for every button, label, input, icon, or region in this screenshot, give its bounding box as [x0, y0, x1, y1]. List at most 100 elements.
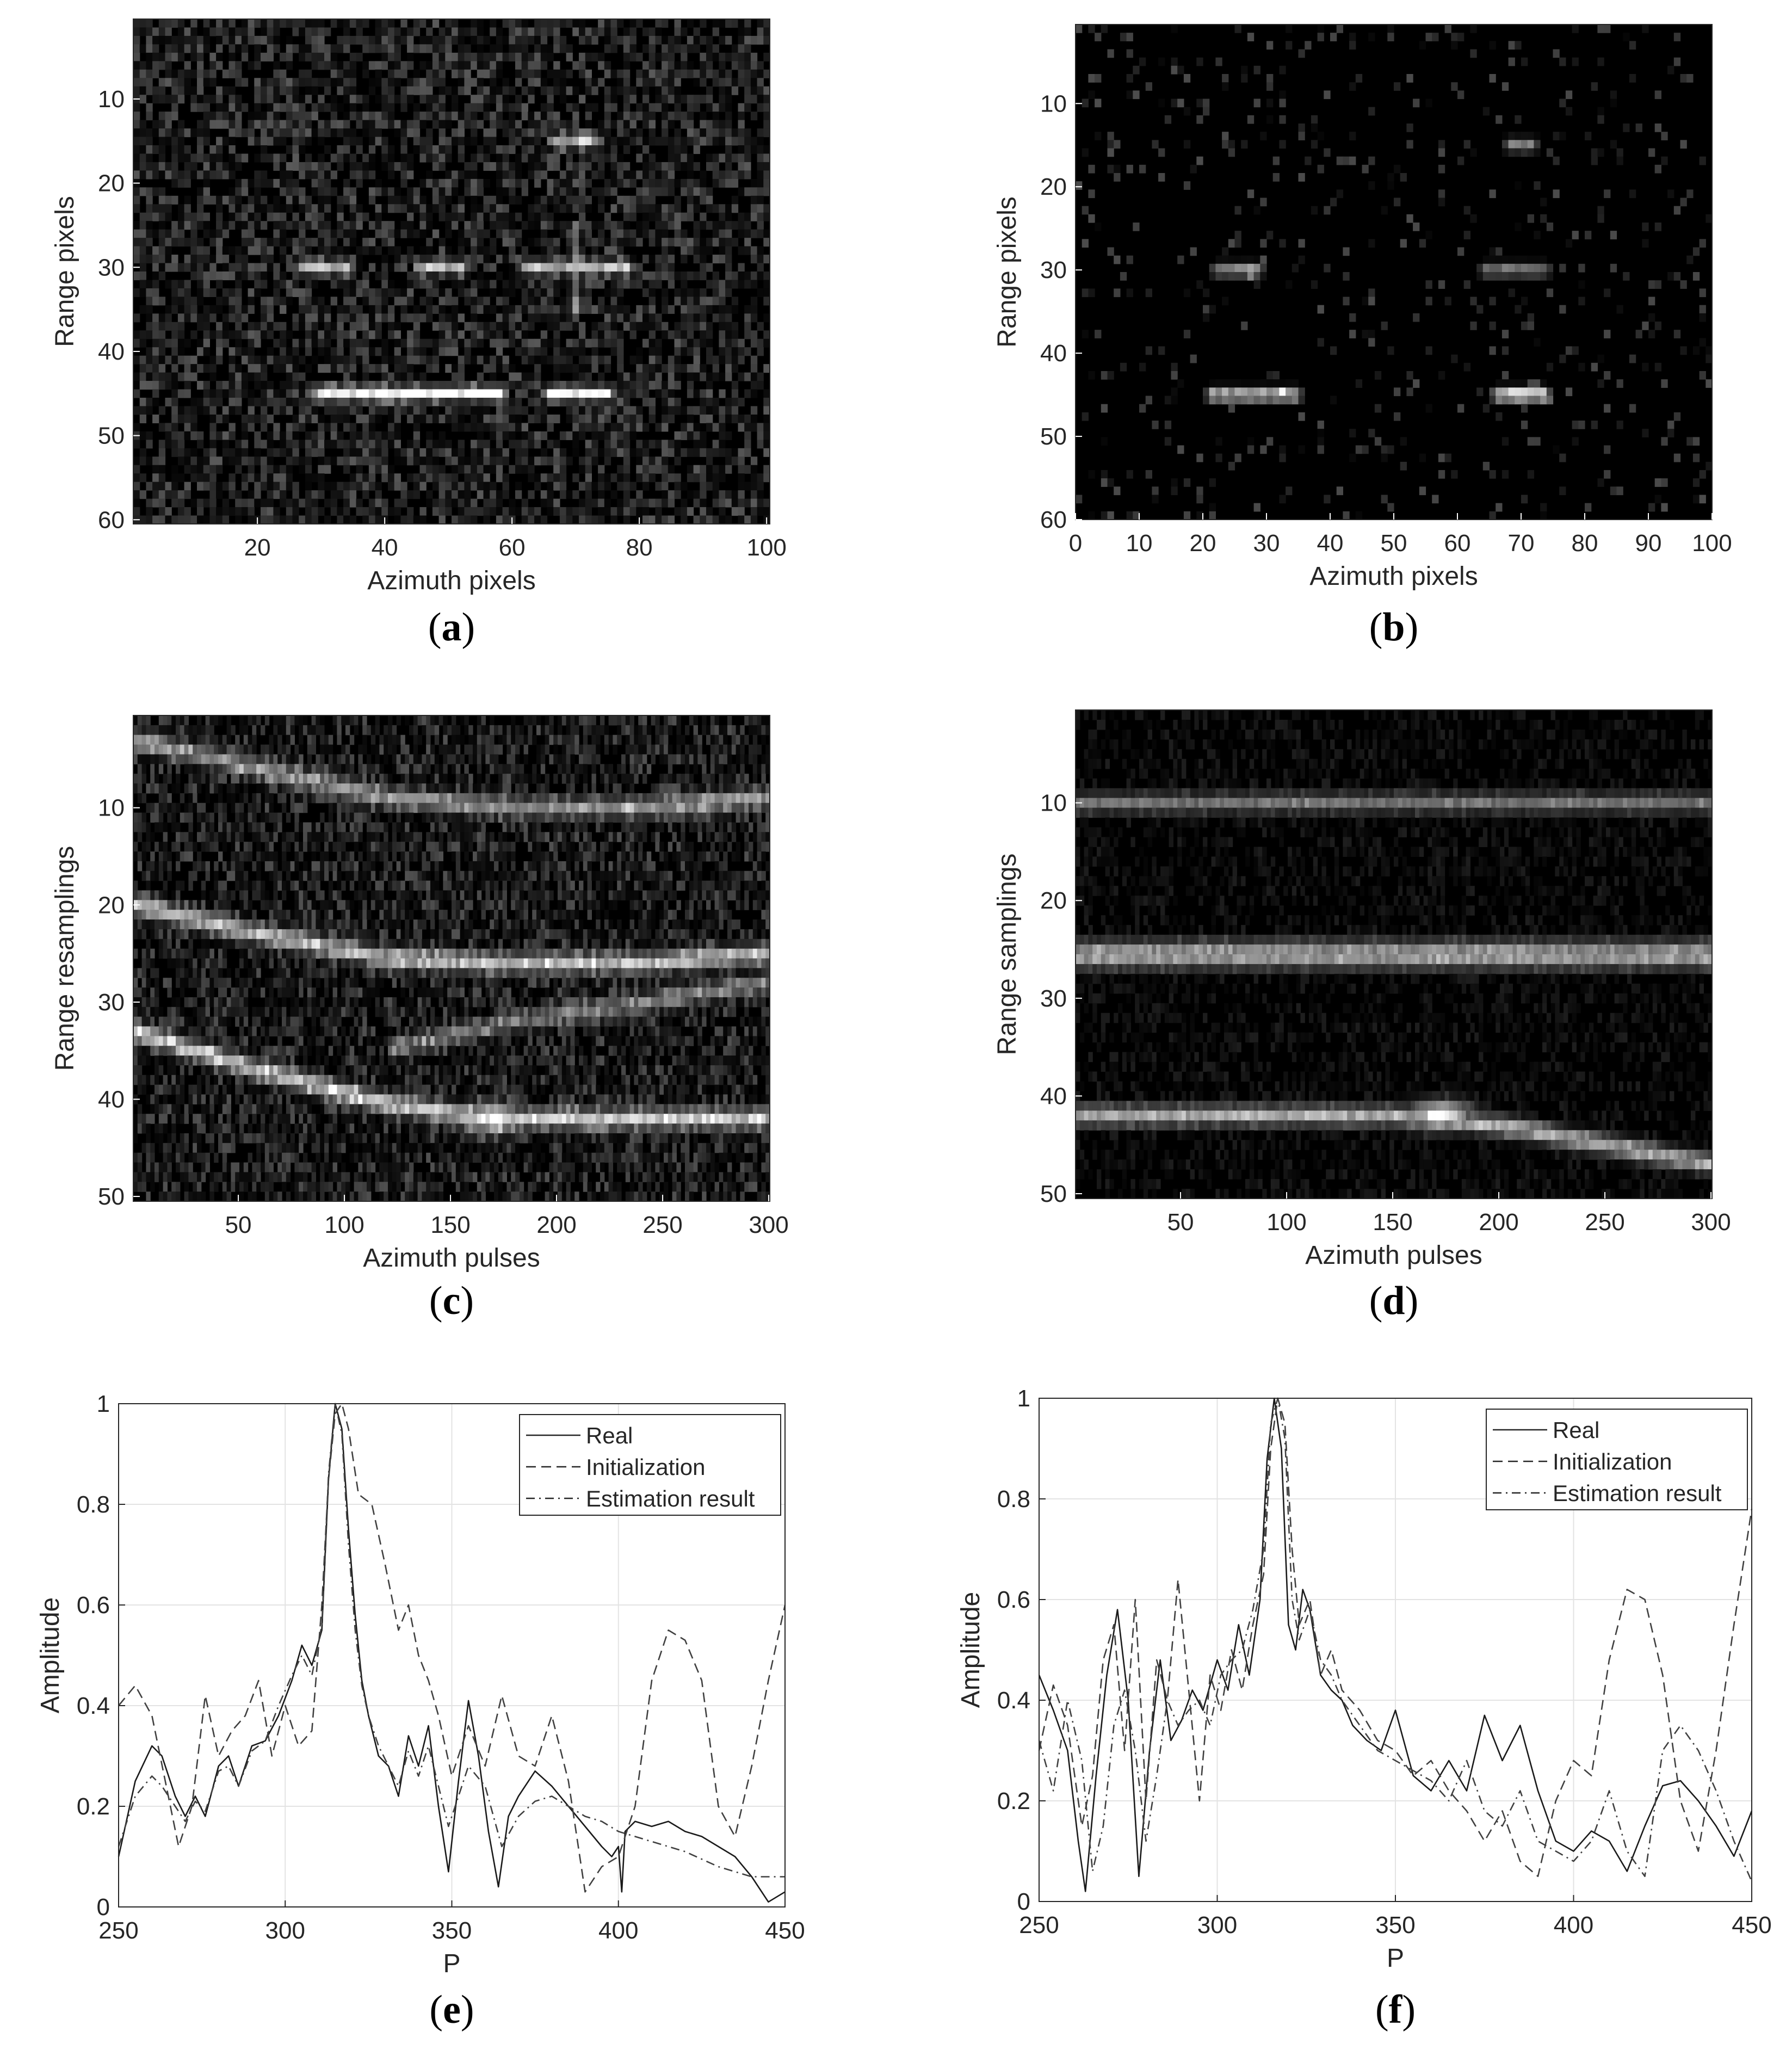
heatmap-cell	[228, 44, 236, 53]
heatmap-cell	[662, 498, 669, 508]
heatmap-cell	[617, 195, 624, 205]
heatmap-cell	[585, 120, 592, 129]
heatmap-cell	[305, 515, 312, 524]
heatmap-cell	[261, 137, 268, 146]
heatmap-cell	[540, 229, 548, 238]
heatmap-cell	[267, 255, 274, 264]
heatmap-cell	[330, 255, 337, 264]
heatmap-cell	[750, 95, 758, 104]
heatmap-cell	[330, 229, 337, 238]
heatmap-cell	[1501, 371, 1509, 380]
heatmap-cell	[1559, 354, 1566, 363]
heatmap-cell	[750, 69, 758, 78]
heatmap-cell	[490, 330, 497, 339]
heatmap-cell	[668, 246, 675, 255]
heatmap-cell	[286, 238, 293, 247]
heatmap-cell	[604, 238, 611, 247]
heatmap-cell	[534, 280, 541, 289]
heatmap-cell	[591, 481, 598, 491]
heatmap-cell	[738, 162, 745, 171]
heatmap-cell	[1597, 354, 1604, 363]
heatmap-cell	[598, 162, 605, 171]
heatmap-cell	[197, 381, 204, 390]
heatmap-cell	[687, 389, 694, 398]
heatmap-cell	[509, 19, 516, 28]
heatmap-cell	[617, 423, 624, 432]
heatmap-cell	[471, 95, 478, 104]
heatmap-cell	[299, 271, 306, 281]
heatmap-cell	[483, 355, 490, 365]
heatmap-cell	[655, 498, 662, 508]
heatmap-cell	[228, 61, 236, 70]
heatmap-cell	[286, 297, 293, 306]
heatmap-cell	[324, 423, 331, 432]
heatmap-cell	[273, 389, 280, 398]
heatmap-cell	[368, 112, 376, 121]
heatmap-cell	[1152, 140, 1159, 149]
heatmap-cell	[368, 481, 376, 491]
heatmap-cell	[152, 280, 159, 289]
heatmap-cell	[254, 440, 261, 449]
heatmap-cell	[407, 170, 414, 180]
heatmap-cell	[1540, 255, 1547, 264]
heatmap-cell	[483, 456, 490, 466]
heatmap-cell	[1126, 288, 1133, 298]
heatmap-cell	[458, 423, 465, 432]
heatmap-cell	[222, 338, 230, 348]
heatmap-cell	[1120, 362, 1127, 372]
heatmap-cell	[693, 288, 700, 297]
heatmap-cell	[254, 431, 261, 440]
heatmap-cell	[1203, 107, 1210, 116]
heatmap-cell	[1680, 280, 1687, 289]
heatmap-cell	[261, 507, 268, 516]
heatmap-cell	[706, 52, 713, 61]
heatmap-cell	[356, 431, 363, 440]
heatmap-cell	[273, 322, 280, 331]
heatmap-cell	[152, 145, 159, 155]
heatmap-cell	[171, 381, 178, 390]
heatmap-cell	[744, 212, 751, 221]
heatmap-cell	[629, 19, 637, 28]
heatmap-cell	[471, 255, 478, 264]
heatmap-cell	[222, 322, 230, 331]
heatmap-cell	[146, 246, 153, 255]
heatmap-cell	[407, 271, 414, 281]
heatmap-cell	[534, 170, 541, 180]
heatmap-cell	[1114, 164, 1121, 174]
heatmap-cell	[241, 347, 249, 356]
heatmap-cell	[1107, 49, 1114, 58]
heatmap-cell	[445, 52, 452, 61]
heatmap-cell	[534, 204, 541, 213]
heatmap-cell	[1368, 297, 1375, 306]
heatmap-cell	[273, 153, 280, 163]
heatmap-cell	[1673, 57, 1681, 66]
heatmap-cell	[1253, 98, 1260, 108]
heatmap-cell	[1203, 288, 1210, 298]
heatmap-cell	[171, 103, 178, 112]
heatmap-cell	[381, 44, 388, 53]
heatmap-cell	[566, 44, 573, 53]
heatmap-cell	[280, 347, 287, 356]
heatmap-cell	[273, 271, 280, 281]
heatmap-cell	[559, 381, 567, 390]
heatmap-cell	[515, 19, 522, 28]
heatmap-cell	[629, 195, 637, 205]
heatmap-cell	[261, 120, 268, 129]
heatmap-cell	[547, 414, 554, 423]
heatmap-cell	[286, 280, 293, 289]
heatmap-cell	[311, 178, 318, 188]
heatmap-cell	[528, 153, 535, 163]
heatmap-cell	[712, 355, 719, 365]
heatmap-cell	[349, 271, 357, 281]
heatmap-cell	[305, 212, 312, 221]
heatmap-cell	[1241, 140, 1248, 149]
heatmap-cell	[228, 221, 236, 230]
heatmap-cell	[343, 35, 350, 45]
heatmap-cell	[623, 238, 631, 247]
heatmap-cell	[432, 406, 440, 415]
heatmap-cell	[324, 271, 331, 281]
heatmap-cell	[209, 515, 217, 524]
heatmap-cell	[1425, 280, 1432, 289]
heatmap-cell	[1521, 132, 1528, 140]
heatmap-cell	[254, 178, 261, 188]
